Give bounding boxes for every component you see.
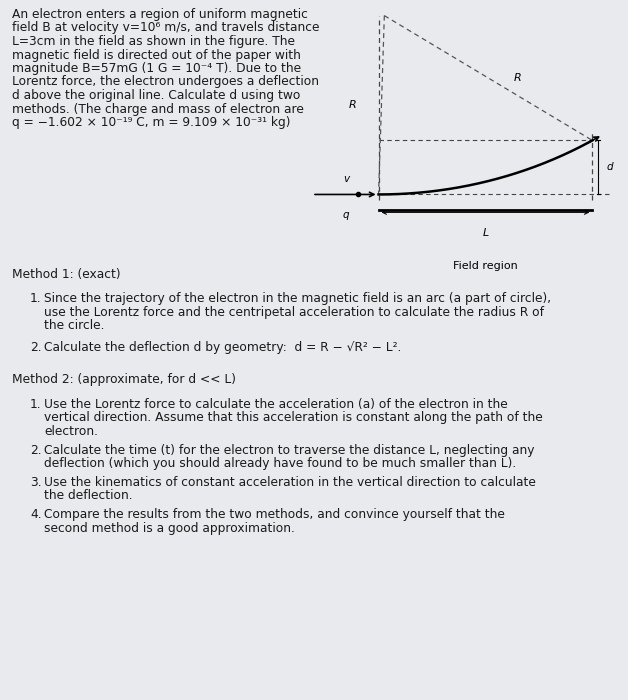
Text: 2.: 2.: [30, 444, 41, 456]
Text: Method 2: (approximate, for d << L): Method 2: (approximate, for d << L): [12, 373, 236, 386]
Text: use the Lorentz force and the centripetal acceleration to calculate the radius R: use the Lorentz force and the centripeta…: [44, 306, 544, 318]
Text: d above the original line. Calculate d using two: d above the original line. Calculate d u…: [12, 89, 300, 102]
Text: magnitude B=57mG (1 G = 10⁻⁴ T). Due to the: magnitude B=57mG (1 G = 10⁻⁴ T). Due to …: [12, 62, 301, 75]
Text: Use the Lorentz force to calculate the acceleration (a) of the electron in the: Use the Lorentz force to calculate the a…: [44, 398, 508, 411]
Text: Calculate the deflection d by geometry:  d = R − √R² − L².: Calculate the deflection d by geometry: …: [44, 341, 401, 354]
Text: Compare the results from the two methods, and convince yourself that the: Compare the results from the two methods…: [44, 508, 505, 522]
Text: 1.: 1.: [30, 398, 41, 411]
Text: the circle.: the circle.: [44, 319, 104, 332]
Text: methods. (The charge and mass of electron are: methods. (The charge and mass of electro…: [12, 102, 304, 116]
Text: d: d: [607, 162, 614, 172]
Text: R: R: [513, 73, 521, 83]
Text: v: v: [344, 174, 349, 184]
Text: magnetic field is directed out of the paper with: magnetic field is directed out of the pa…: [12, 48, 301, 62]
Text: q = −1.602 × 10⁻¹⁹ C, m = 9.109 × 10⁻³¹ kg): q = −1.602 × 10⁻¹⁹ C, m = 9.109 × 10⁻³¹ …: [12, 116, 291, 129]
Text: vertical direction. Assume that this acceleration is constant along the path of : vertical direction. Assume that this acc…: [44, 411, 543, 424]
Text: R: R: [349, 100, 357, 110]
Text: Method 1: (exact): Method 1: (exact): [12, 268, 121, 281]
Text: Since the trajectory of the electron in the magnetic field is an arc (a part of : Since the trajectory of the electron in …: [44, 293, 551, 305]
Text: An electron enters a region of uniform magnetic: An electron enters a region of uniform m…: [12, 8, 308, 21]
Text: electron.: electron.: [44, 425, 98, 438]
Text: the deflection.: the deflection.: [44, 489, 133, 503]
Text: Calculate the time (t) for the electron to traverse the distance L, neglecting a: Calculate the time (t) for the electron …: [44, 444, 534, 456]
Text: L: L: [482, 228, 489, 238]
Text: second method is a good approximation.: second method is a good approximation.: [44, 522, 295, 535]
Text: 3.: 3.: [30, 476, 41, 489]
Text: 4.: 4.: [30, 508, 41, 522]
Text: 1.: 1.: [30, 293, 41, 305]
Text: Use the kinematics of constant acceleration in the vertical direction to calcula: Use the kinematics of constant accelerat…: [44, 476, 536, 489]
Text: L=3cm in the field as shown in the figure. The: L=3cm in the field as shown in the figur…: [12, 35, 295, 48]
Text: Lorentz force, the electron undergoes a deflection: Lorentz force, the electron undergoes a …: [12, 76, 319, 88]
Text: deflection (which you should already have found to be much smaller than L).: deflection (which you should already hav…: [44, 457, 516, 470]
Text: 2.: 2.: [30, 341, 41, 354]
Text: field B at velocity v=10⁶ m/s, and travels distance: field B at velocity v=10⁶ m/s, and trave…: [12, 22, 320, 34]
Text: q: q: [343, 210, 350, 220]
Text: Field region: Field region: [453, 261, 518, 271]
